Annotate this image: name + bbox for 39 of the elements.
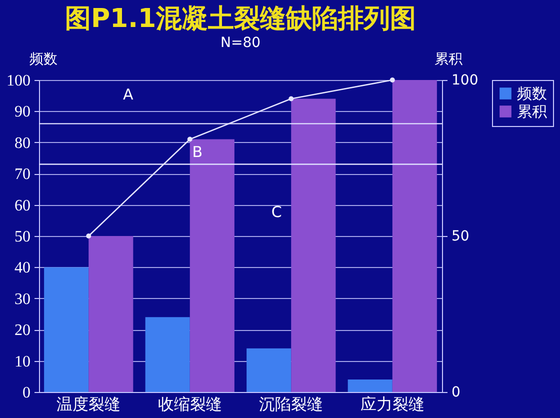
bar [348,380,392,392]
y-tick-label: 40 [14,260,30,277]
annotation: A [122,85,134,104]
y-tick-label: 0 [22,384,30,402]
y-axis-title: 频数 [30,52,58,68]
y-tick-label: 10 [14,353,30,370]
y2-tick-label: 100 [452,72,478,88]
annotation: B [192,143,203,161]
x-tick-label: 应力裂缝 [360,394,424,414]
y-tick-label: 80 [14,134,30,152]
y-tick-label: 90 [14,104,30,121]
bar [44,267,89,392]
y-tick-label: 50 [14,228,30,246]
bar [291,98,336,392]
point [86,234,92,238]
y-tick-label: 60 [14,197,30,214]
x-tick-label: 温度裂缝 [56,394,121,414]
bar [88,236,134,392]
y2-axis-title: 累积 [434,52,462,68]
y-tick-label: 70 [14,166,30,184]
chart-subtitle: N=80 [220,35,261,51]
bar [392,80,437,392]
bar [190,139,234,392]
bar [145,317,190,392]
legend-label: 累积 [517,102,547,120]
x-tick-label: 沉陷裂缝 [259,394,324,414]
x-tick-label: 收缩裂缝 [158,394,222,414]
y-tick-label: 30 [14,290,30,308]
y2-tick-label: 0 [452,384,460,400]
y-tick-label: 100 [6,72,30,90]
chart-title: 图P1.1混凝土裂缝缺陷排列图 [64,4,416,34]
annotation: C [271,203,282,221]
point [187,136,192,142]
y-tick-label: 20 [14,322,30,340]
point [390,78,395,82]
bar [246,348,292,392]
legend-label: 频数 [517,84,547,102]
point [288,96,294,102]
y2-tick-label: 50 [452,228,470,244]
